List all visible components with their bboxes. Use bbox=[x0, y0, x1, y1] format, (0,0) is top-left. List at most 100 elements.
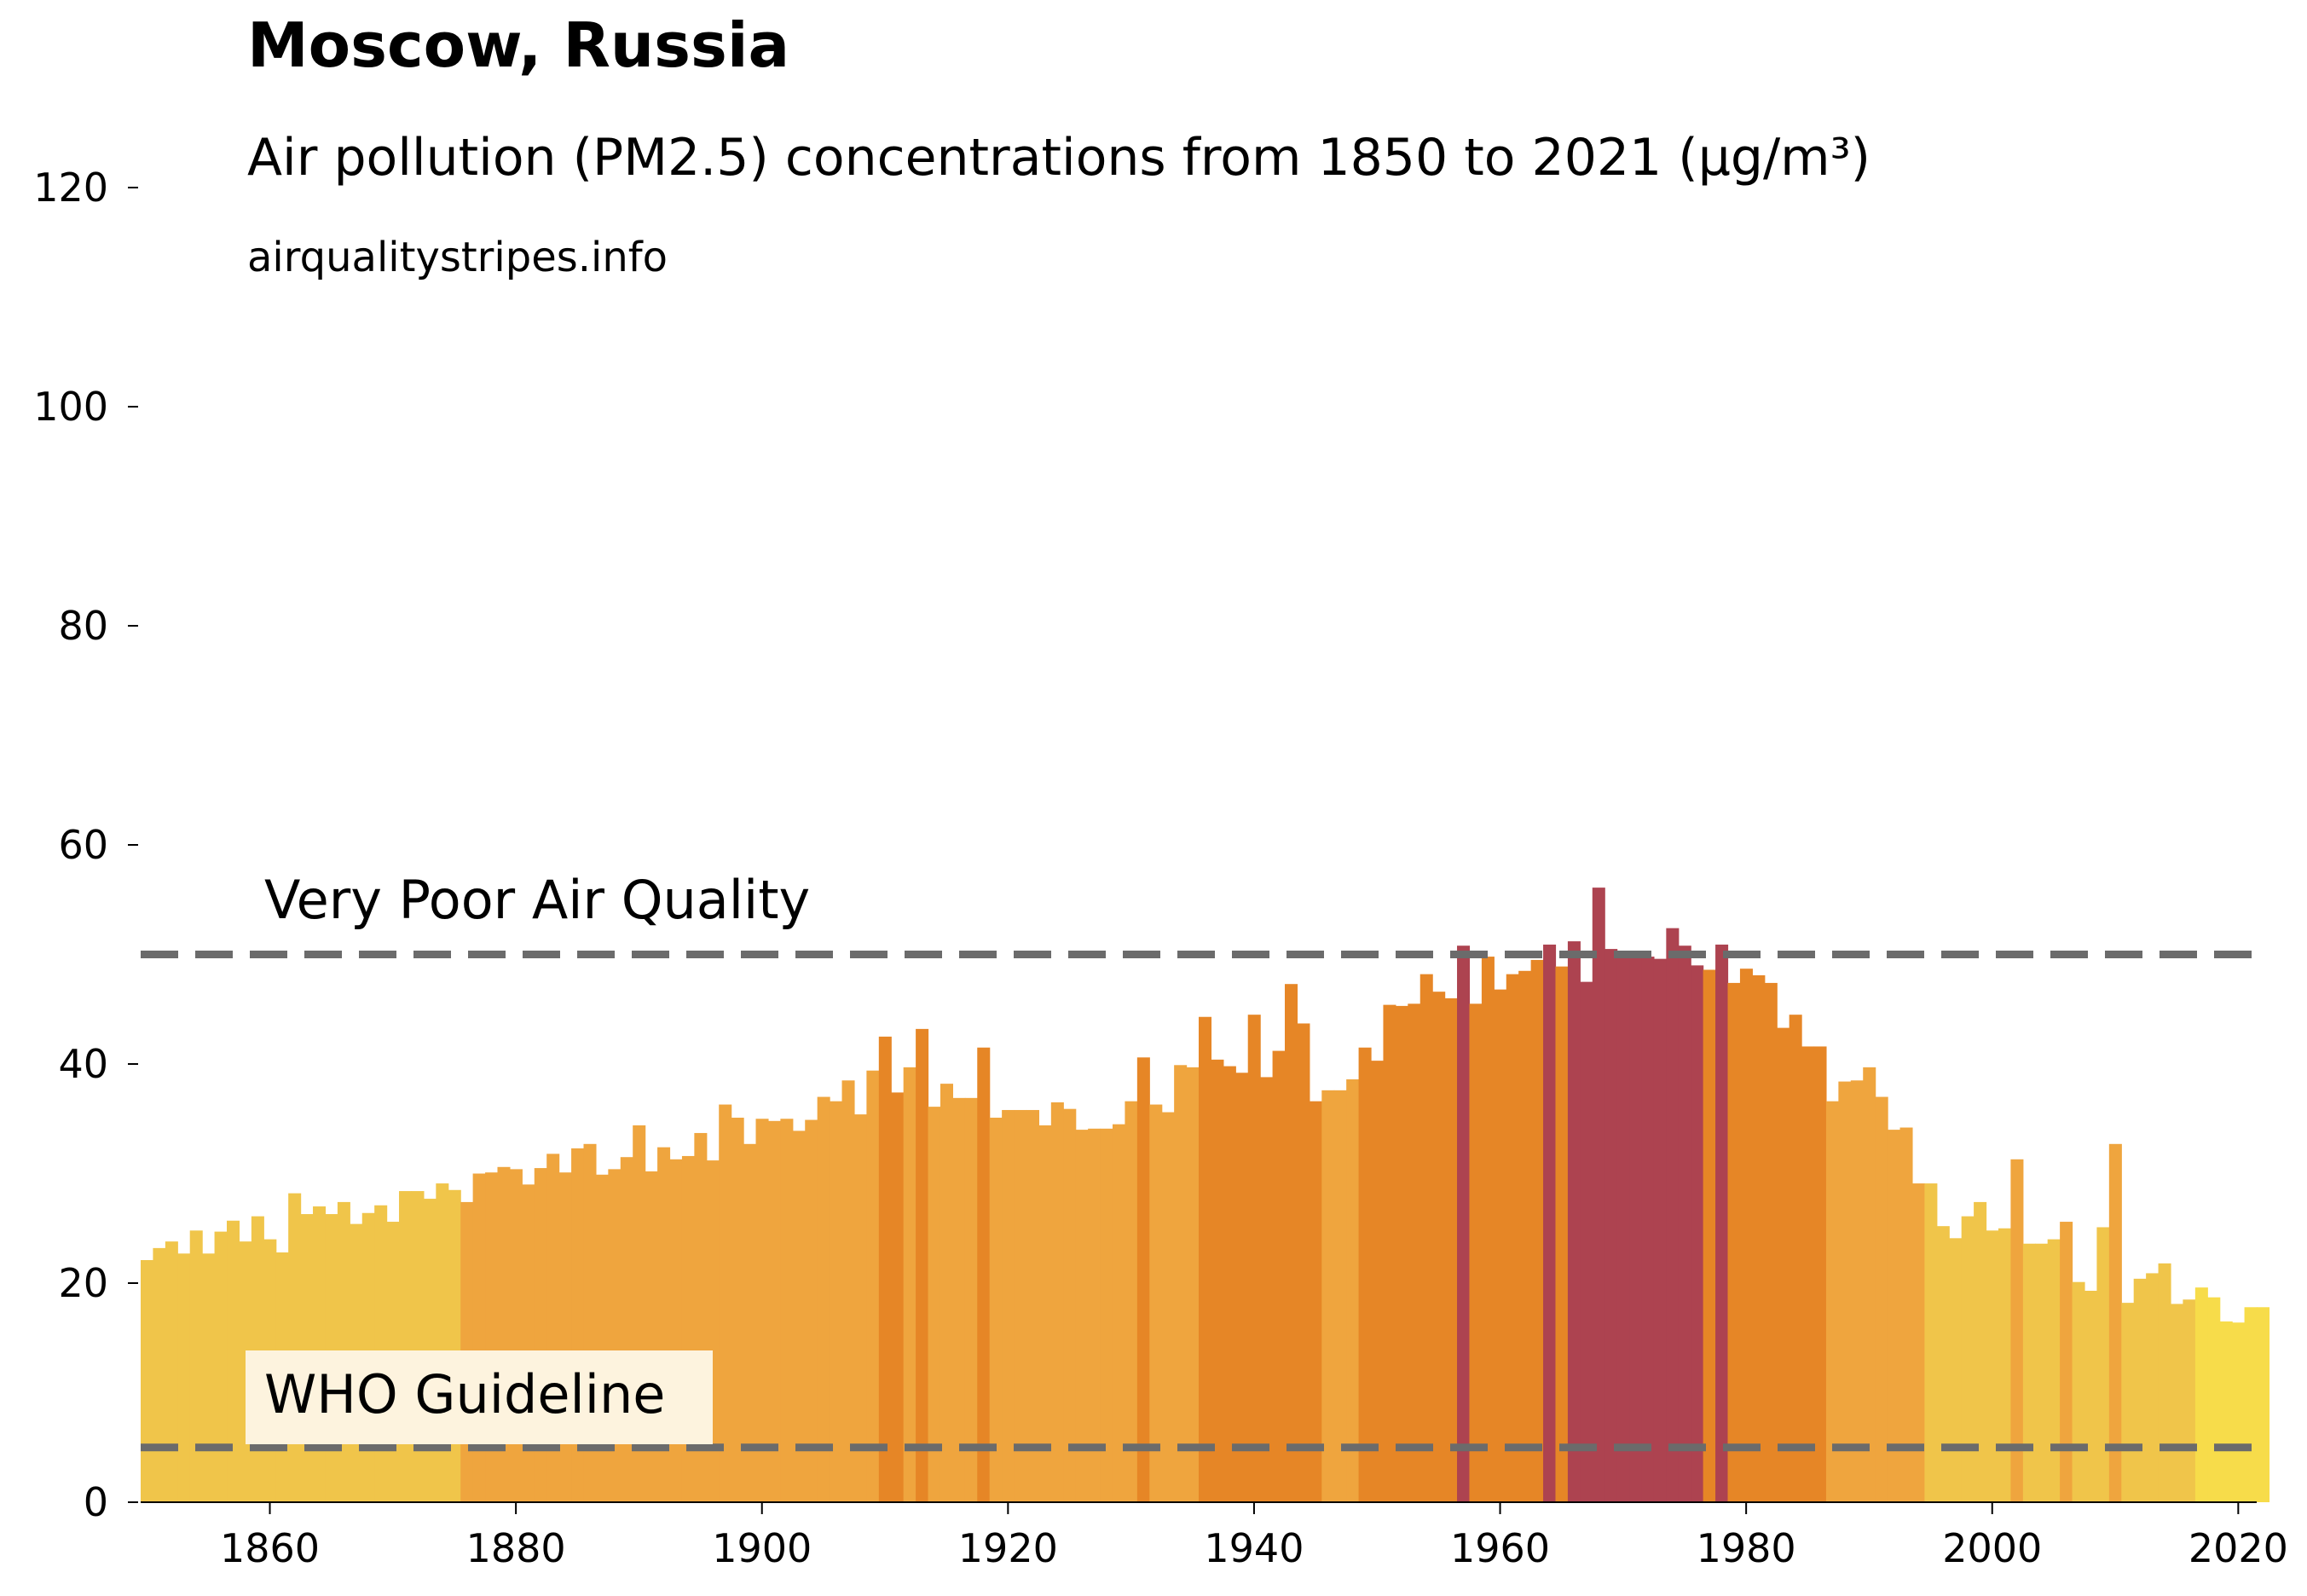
bar-1954 bbox=[1419, 974, 1433, 1502]
bar-1994 bbox=[1911, 1183, 1925, 1502]
bar-1877 bbox=[472, 1173, 486, 1502]
bar-1925 bbox=[1063, 1108, 1077, 1502]
bar-1889 bbox=[620, 1157, 633, 1502]
bar-1967 bbox=[1580, 981, 1593, 1503]
bar-1909 bbox=[866, 1070, 880, 1502]
x-tick-label: 2020 bbox=[2188, 1525, 2288, 1571]
bar-1964 bbox=[1543, 944, 1557, 1502]
bar-1905 bbox=[817, 1096, 830, 1502]
bar-2018 bbox=[2207, 1297, 2221, 1502]
very-poor-label: Very Poor Air Quality bbox=[264, 869, 810, 931]
bar-1924 bbox=[1050, 1102, 1064, 1502]
bar-1851 bbox=[153, 1247, 166, 1502]
bar-2008 bbox=[2084, 1290, 2098, 1502]
bar-1957 bbox=[1457, 945, 1471, 1502]
bar-1953 bbox=[1408, 1003, 1421, 1502]
bar-1996 bbox=[1936, 1226, 1950, 1502]
bar-1887 bbox=[595, 1174, 609, 1502]
bar-1910 bbox=[878, 1036, 892, 1503]
y-tick-label: 40 bbox=[58, 1041, 108, 1087]
bar-1952 bbox=[1395, 1005, 1408, 1502]
bar-1932 bbox=[1149, 1104, 1163, 1502]
bar-1880 bbox=[509, 1169, 523, 1502]
bar-1999 bbox=[1974, 1201, 1987, 1502]
bar-1881 bbox=[522, 1184, 535, 1502]
bar-1955 bbox=[1432, 992, 1446, 1502]
bar-1981 bbox=[1752, 974, 1766, 1502]
bar-1897 bbox=[719, 1104, 732, 1502]
bar-1918 bbox=[977, 1047, 991, 1502]
bar-1946 bbox=[1321, 1090, 1335, 1502]
bar-2013 bbox=[2146, 1273, 2160, 1502]
bar-1922 bbox=[1026, 1109, 1040, 1502]
bar-1853 bbox=[177, 1253, 191, 1502]
bar-2004 bbox=[2035, 1243, 2049, 1502]
x-tick-label: 1980 bbox=[1697, 1525, 1796, 1571]
who-label-box bbox=[246, 1350, 713, 1444]
bar-1900 bbox=[755, 1119, 769, 1502]
bar-1891 bbox=[645, 1171, 658, 1502]
bar-1980 bbox=[1739, 969, 1753, 1502]
bar-1960 bbox=[1494, 989, 1507, 1502]
bar-2017 bbox=[2194, 1287, 2208, 1502]
chart-source: airqualitystripes.info bbox=[247, 234, 668, 281]
bar-1899 bbox=[743, 1143, 757, 1502]
x-tick-label: 1860 bbox=[220, 1525, 320, 1571]
who-guideline-label: WHO Guideline bbox=[264, 1363, 665, 1425]
bar-1879 bbox=[497, 1166, 511, 1502]
bar-1920 bbox=[1002, 1109, 1015, 1502]
bar-1976 bbox=[1691, 965, 1704, 1502]
bar-1852 bbox=[165, 1241, 178, 1502]
bar-1878 bbox=[485, 1172, 499, 1502]
y-tick-label: 120 bbox=[33, 165, 108, 211]
bar-1961 bbox=[1506, 974, 1519, 1502]
bar-1985 bbox=[1801, 1046, 1815, 1502]
bar-1871 bbox=[399, 1191, 413, 1502]
y-tick-label: 0 bbox=[84, 1479, 108, 1525]
bar-1950 bbox=[1371, 1061, 1385, 1502]
bar-1915 bbox=[940, 1084, 953, 1502]
x-tick-label: 1920 bbox=[958, 1525, 1058, 1571]
bar-1965 bbox=[1555, 966, 1569, 1502]
bar-1970 bbox=[1616, 953, 1630, 1502]
bar-2002 bbox=[2010, 1159, 2024, 1502]
bar-2001 bbox=[1998, 1228, 2011, 1502]
bar-2016 bbox=[2183, 1299, 2196, 1502]
bar-1903 bbox=[792, 1130, 806, 1502]
bar-1913 bbox=[916, 1028, 929, 1502]
bar-1854 bbox=[189, 1230, 203, 1502]
reference-lines bbox=[141, 951, 2257, 1452]
bar-1963 bbox=[1530, 959, 1544, 1502]
x-tick-label: 2000 bbox=[1942, 1525, 2042, 1571]
bar-2012 bbox=[2133, 1278, 2147, 1502]
bar-1993 bbox=[1899, 1127, 1913, 1502]
bar-1938 bbox=[1223, 1066, 1236, 1502]
bar-1916 bbox=[952, 1097, 966, 1502]
bar-1958 bbox=[1469, 1003, 1483, 1502]
bar-1888 bbox=[608, 1169, 622, 1502]
bar-1872 bbox=[411, 1191, 425, 1502]
bar-1930 bbox=[1125, 1101, 1138, 1502]
bar-1856 bbox=[214, 1231, 228, 1502]
bar-1986 bbox=[1813, 1046, 1827, 1502]
bar-1933 bbox=[1161, 1112, 1175, 1502]
bar-1874 bbox=[436, 1183, 449, 1502]
bar-1936 bbox=[1199, 1016, 1212, 1502]
bar-1911 bbox=[891, 1092, 905, 1502]
y-tick-label: 60 bbox=[58, 822, 108, 868]
bar-1995 bbox=[1924, 1183, 1938, 1502]
bar-2015 bbox=[2170, 1304, 2184, 1502]
bar-1875 bbox=[448, 1189, 461, 1502]
bar-1904 bbox=[805, 1119, 818, 1502]
bar-1921 bbox=[1014, 1109, 1027, 1502]
bar-1948 bbox=[1346, 1078, 1360, 1502]
bar-1935 bbox=[1186, 1067, 1200, 1502]
bar-2010 bbox=[2108, 1143, 2122, 1502]
bar-2011 bbox=[2121, 1303, 2135, 1502]
bar-1992 bbox=[1888, 1130, 1901, 1502]
bar-1902 bbox=[780, 1119, 794, 1502]
bar-1855 bbox=[202, 1253, 216, 1502]
bar-1919 bbox=[989, 1117, 1003, 1502]
bar-2003 bbox=[2022, 1243, 2036, 1502]
bar-1929 bbox=[1112, 1124, 1126, 1502]
